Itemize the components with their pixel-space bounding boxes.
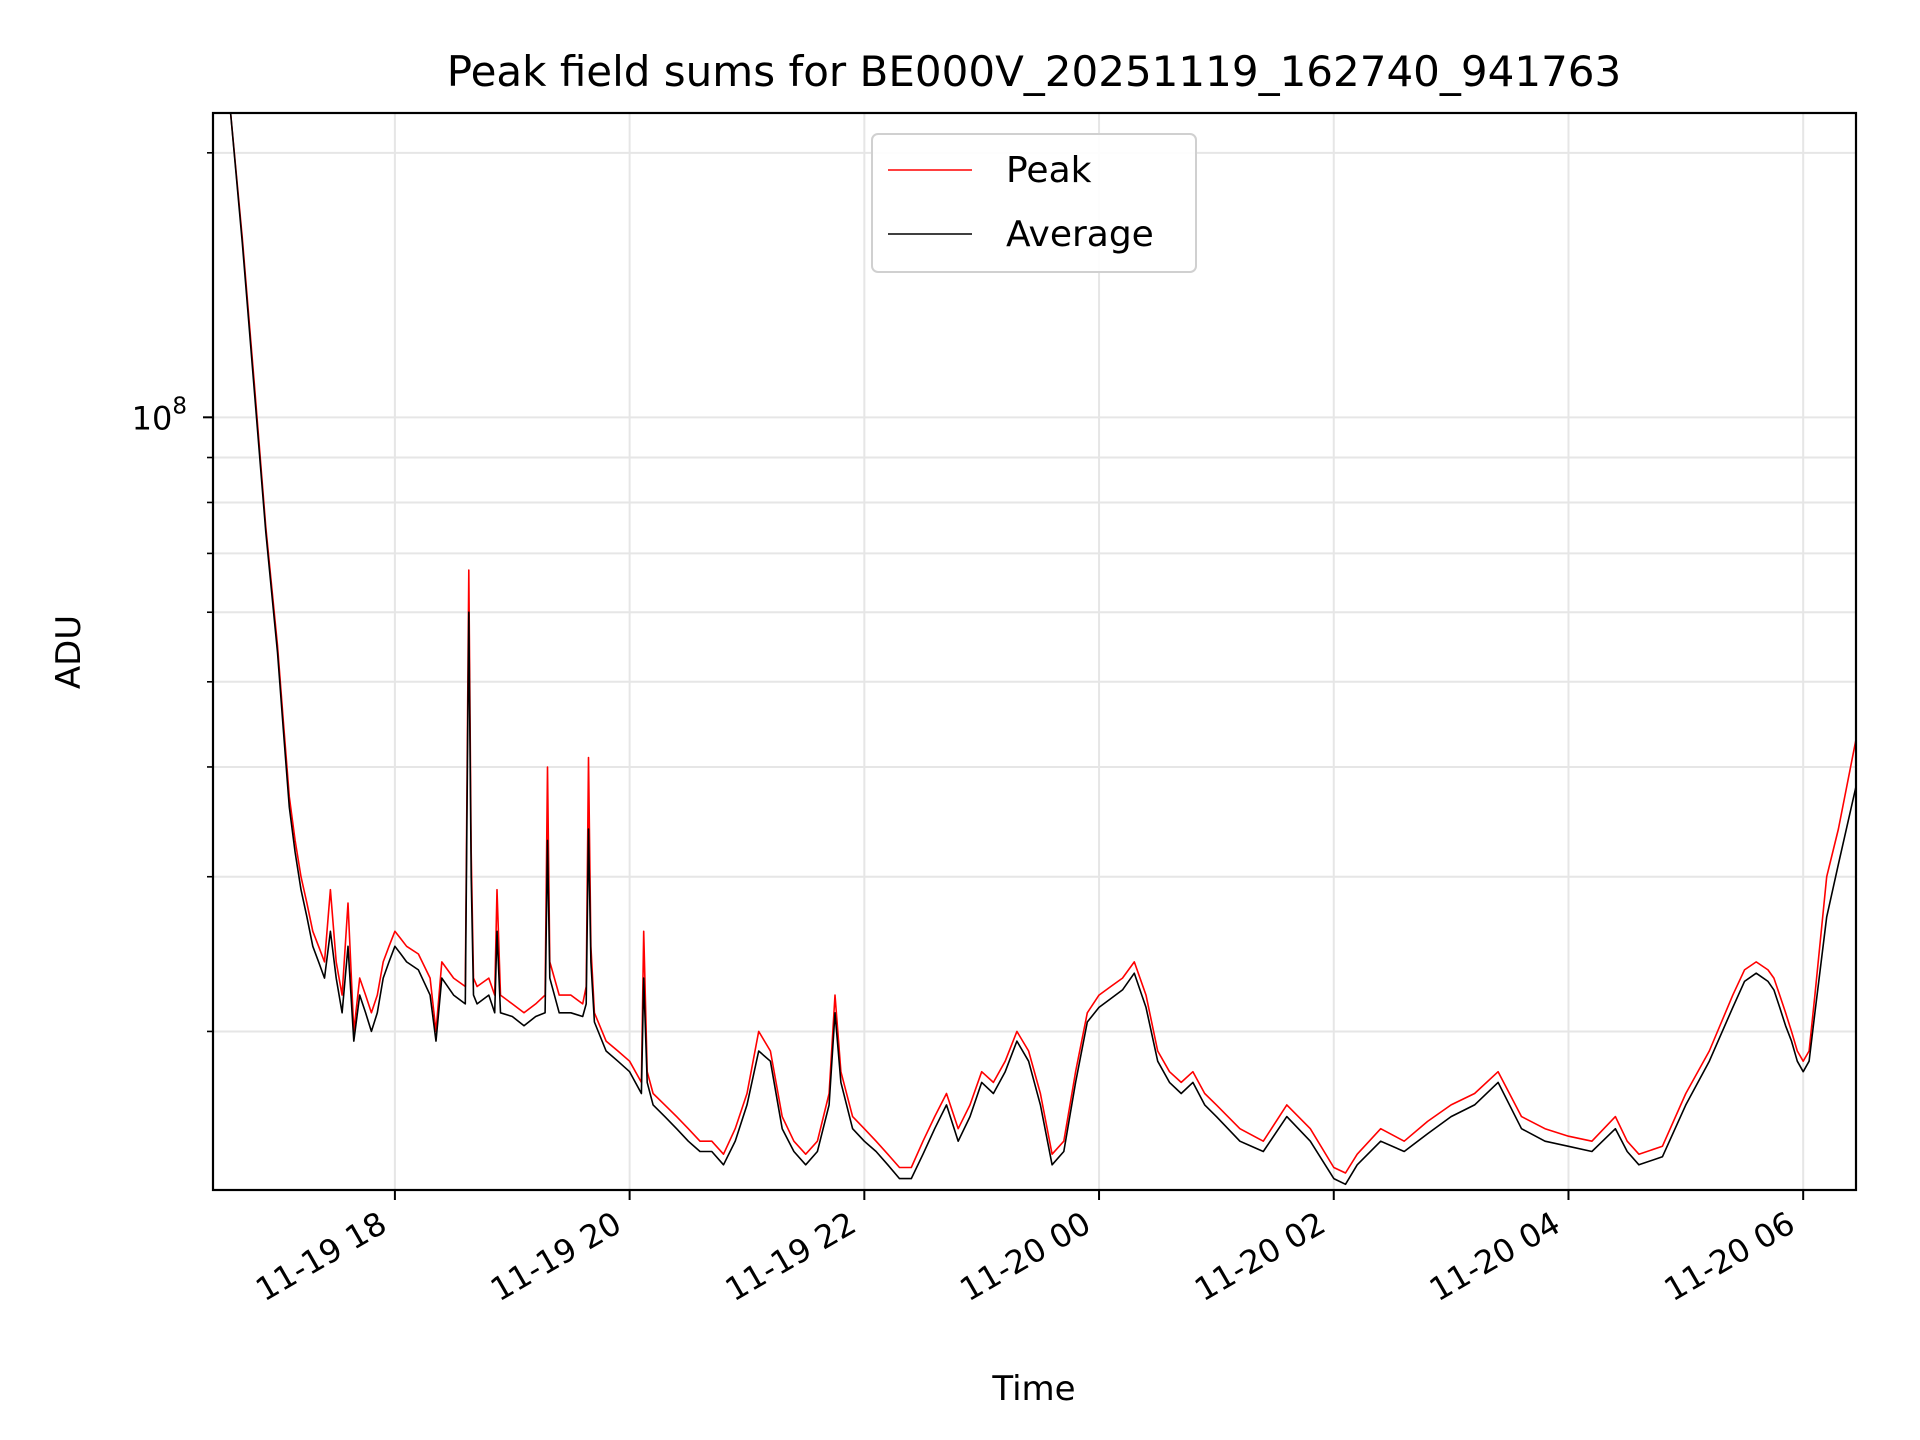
grid-layer	[213, 113, 1856, 1190]
y-tick-label: 108	[132, 393, 187, 437]
legend-peak-label: Peak	[1006, 150, 1092, 191]
y-tick-label-base: 10	[132, 399, 173, 437]
legend-box	[871, 133, 1197, 273]
series-line-peak	[213, 113, 1856, 1174]
x-axis-label: Time	[991, 1369, 1075, 1409]
chart-title: Peak field sums for BE000V_20251119_1627…	[447, 47, 1621, 96]
plot-area-frame	[211, 111, 1858, 1192]
legend: Peak Average	[871, 133, 1197, 273]
y-axis-label: ADU	[49, 615, 89, 689]
legend-average-label: Average	[1006, 214, 1154, 255]
series-layer	[213, 113, 1856, 1186]
y-tick-label-exponent: 8	[172, 393, 187, 419]
series-line-average	[213, 113, 1856, 1186]
